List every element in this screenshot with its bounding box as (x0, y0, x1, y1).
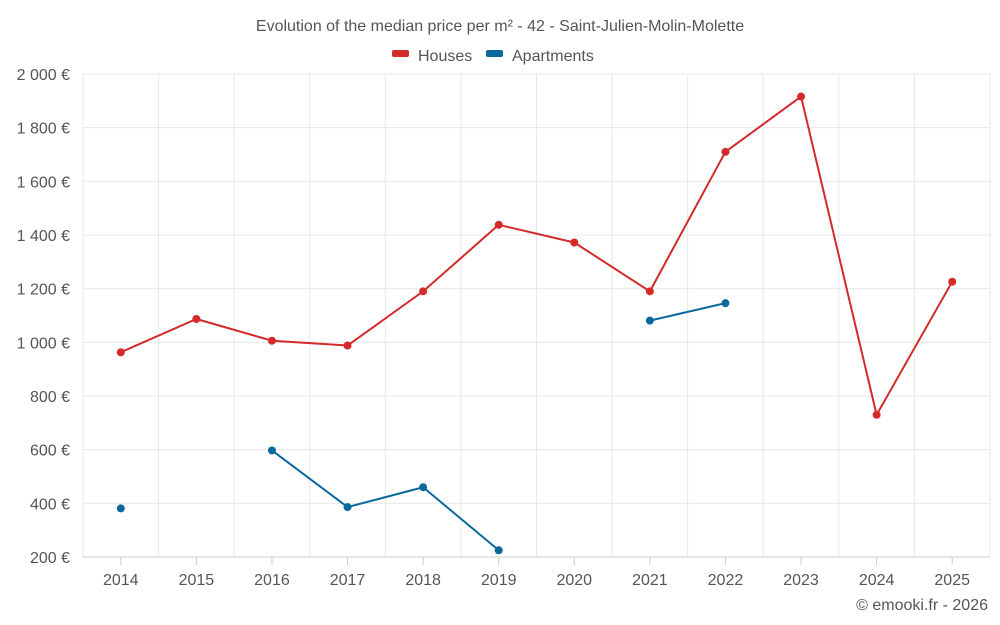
y-tick-label: 1 000 € (17, 335, 70, 352)
y-tick-label: 1 200 € (17, 282, 70, 299)
x-tick-label: 2022 (708, 572, 744, 589)
houses-point (192, 314, 201, 323)
grid (82, 73, 991, 565)
legend-label-apartments: Apartments (512, 48, 594, 65)
houses-point (116, 348, 125, 357)
y-tick-label: 2 000 € (17, 67, 70, 84)
x-tick-label: 2016 (254, 572, 290, 589)
legend-label-houses: Houses (418, 48, 472, 65)
houses-point (797, 92, 806, 101)
y-tick-label: 1 400 € (17, 228, 70, 245)
houses-point (645, 287, 654, 296)
x-axis: 2014 2015 2016 2017 2018 2019 2020 2021 2022 2023… (103, 572, 970, 589)
houses-point (494, 220, 503, 229)
y-tick-label: 400 € (30, 496, 70, 513)
legend-swatch-houses (392, 50, 409, 57)
y-tick-label: 600 € (30, 443, 70, 460)
apartments-point (494, 546, 503, 555)
apartments-point (267, 446, 276, 455)
x-tick-label: 2021 (632, 572, 668, 589)
apartments-point (721, 299, 730, 308)
y-tick-label: 200 € (30, 550, 70, 567)
apartments-point (419, 483, 428, 492)
houses-point (419, 287, 428, 296)
x-tick-label: 2014 (103, 572, 139, 589)
x-tick-label: 2020 (556, 572, 592, 589)
houses-point (872, 410, 881, 419)
x-tick-label: 2023 (783, 572, 819, 589)
x-tick-label: 2017 (330, 572, 366, 589)
legend: Houses Apartments (392, 48, 594, 65)
y-tick-label: 800 € (30, 389, 70, 406)
chart-title: Evolution of the median price per m² - 4… (256, 18, 744, 35)
y-tick-label: 1 600 € (17, 174, 70, 191)
y-tick-label: 1 800 € (17, 121, 70, 138)
houses-point (570, 238, 579, 247)
legend-swatch-apartments (486, 50, 503, 57)
apartments-line (649, 302, 726, 322)
series (116, 92, 957, 555)
houses-line (120, 95, 954, 416)
apartments-line (271, 449, 500, 552)
credit-text: © emooki.fr - 2026 (856, 597, 988, 614)
y-axis: 200 € 400 € 600 € 800 € 1 000 € 1 200 € 1 400 … (17, 67, 70, 567)
houses-point (267, 336, 276, 345)
x-tick-label: 2025 (934, 572, 970, 589)
houses-point (343, 341, 352, 350)
apartments-point (645, 316, 654, 325)
apartments-point (116, 504, 125, 513)
x-tick-label: 2019 (481, 572, 517, 589)
houses-point (948, 277, 957, 286)
x-tick-label: 2018 (405, 572, 441, 589)
apartments-point (343, 503, 352, 512)
x-tick-label: 2015 (179, 572, 215, 589)
x-tick-label: 2024 (859, 572, 895, 589)
houses-point (721, 147, 730, 156)
